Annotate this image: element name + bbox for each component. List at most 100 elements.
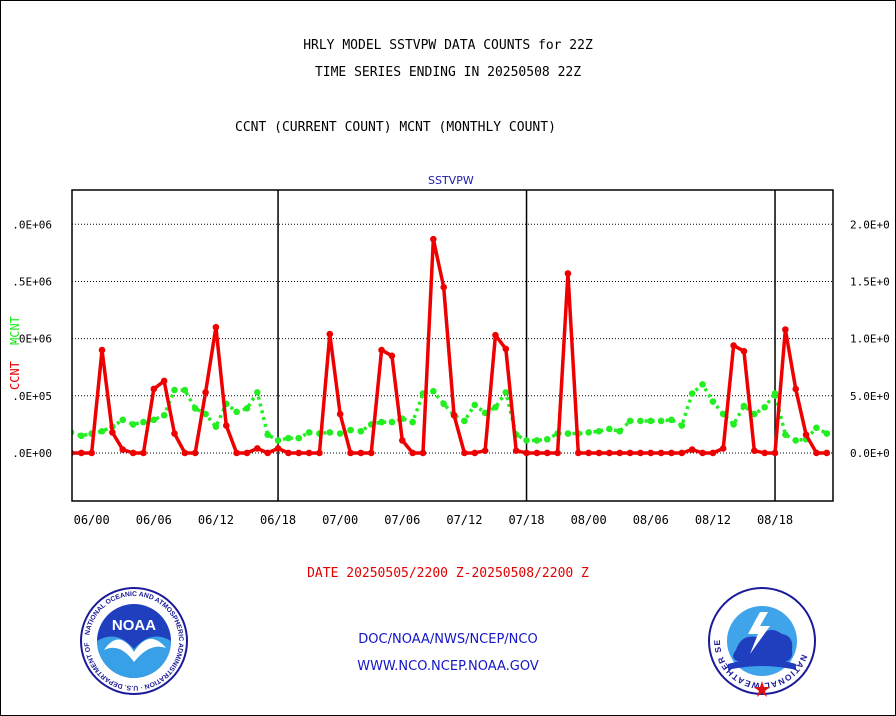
mcnt-point [347,426,354,434]
mcnt-point [699,381,706,388]
mcnt-point [357,427,365,435]
ccnt-point [191,449,199,457]
ccnt-point [212,323,220,331]
mcnt-point [119,416,127,424]
mcnt-point [616,427,624,435]
ccnt-point [378,346,385,354]
mcnt-point [626,417,634,425]
x-tick-label: 08/00 [571,513,607,527]
ccnt-point [730,342,737,349]
chart-subtitle: CCNT (CURRENT COUNT) MCNT (MONTHLY COUNT… [235,120,556,135]
chart-title-line1: HRLY MODEL SSTVPW DATA COUNTS for 22Z [303,38,593,53]
ccnt-point [782,326,789,333]
x-tick-label: 07/12 [446,513,482,527]
mcnt-point [471,401,479,409]
ccnt-point [450,411,458,419]
mcnt-point [305,429,313,436]
mcnt-point [140,418,147,426]
mcnt-point [740,402,748,410]
ccnt-point [409,449,416,457]
mcnt-point [823,430,831,437]
ccnt-point [150,385,158,393]
ccnt-point [357,449,365,457]
mcnt-point [668,416,675,424]
ccnt-point [502,345,510,353]
ccnt-point [688,446,696,453]
ccnt-point [243,449,251,457]
mcnt-point [761,403,768,411]
mcnt-point [274,437,282,444]
ccnt-point [637,449,644,457]
mcnt-point [678,422,686,429]
x-tick-label: 07/06 [384,513,420,527]
ccnt-point [512,447,520,454]
mcnt-point [254,389,261,396]
x-tick-label: 06/00 [74,513,110,527]
ccnt-point [606,449,613,457]
mcnt-point [606,425,613,433]
ccnt-point [585,449,592,457]
mcnt-point [543,435,551,443]
ccnt-point [254,445,261,452]
mcnt-point [388,418,396,426]
mcnt-point [72,429,75,436]
x-tick-label: 06/06 [136,513,172,527]
ccnt-point [616,449,624,457]
ccnt-point [792,385,800,393]
ccnt-point [533,449,541,457]
x-tick-label: 06/18 [260,513,296,527]
y-tick-label-left: .0E+06 [12,333,52,346]
ccnt-point [595,449,603,457]
plot-frame [71,189,834,502]
mcnt-point [233,408,240,416]
ccnt-point [98,346,106,354]
ccnt-point [140,449,147,457]
y-tick-label-left: .0E+06 [12,218,52,231]
y-axis-label-mcnt: MCNT [8,316,22,345]
ccnt-point [668,449,675,457]
mcnt-point [585,429,592,436]
y-tick-label-right: 2.0E+0 [850,218,890,231]
mcnt-point [647,417,655,425]
mcnt-point [295,434,303,442]
mcnt-point [243,405,251,412]
mcnt-point [782,431,789,438]
ccnt-point [398,437,406,444]
ccnt-point [523,449,530,457]
mcnt-point [533,437,541,444]
ccnt-point [367,449,375,457]
ccnt-point [295,449,303,457]
ccnt-point [316,449,323,457]
mcnt-point [792,437,800,444]
ccnt-point [233,449,240,457]
ccnt-point [626,449,634,457]
mcnt-point [378,418,385,426]
mcnt-point [98,427,106,435]
website-link[interactable]: WWW.NCO.NCEP.NOAA.GOV [357,659,539,674]
mcnt-point [171,386,178,394]
ccnt-point [305,449,313,457]
mcnt-point [202,410,209,418]
x-tick-label: 07/18 [508,513,544,527]
mcnt-point [78,432,85,440]
ccnt-point [543,449,551,457]
mcnt-point [336,430,344,437]
y-axis-label-ccnt: CCNT [8,361,22,390]
ccnt-point [699,449,706,457]
ccnt-point [813,449,820,457]
ccnt-point [88,449,95,457]
mcnt-point [160,411,168,419]
ccnt-point [574,449,582,457]
mcnt-point [461,417,468,425]
ccnt-point [274,445,282,452]
ccnt-point [647,449,655,457]
ccnt-point [119,446,127,453]
mcnt-point [430,387,437,395]
mcnt-point [264,431,271,438]
ccnt-point [481,447,489,454]
ccnt-point [78,449,85,457]
ccnt-point [771,449,779,457]
y-tick-label-left: .5E+06 [12,275,52,288]
y-tick-label-right: 1.0E+0 [850,333,890,346]
